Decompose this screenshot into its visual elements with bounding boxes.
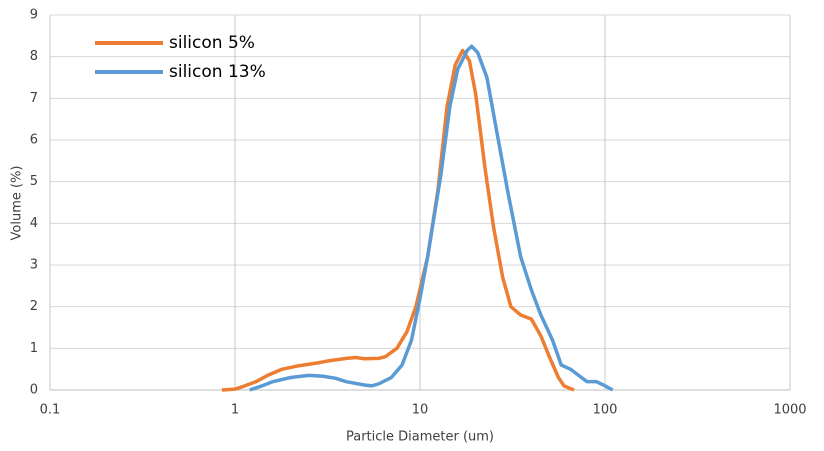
legend-text: silicon 5% xyxy=(169,33,255,53)
y-tick-label: 9 xyxy=(30,8,38,23)
x-tick-label: 0.1 xyxy=(40,403,61,418)
x-tick-label: 100 xyxy=(593,403,618,418)
y-tick-label: 6 xyxy=(30,133,38,148)
y-tick-label: 3 xyxy=(30,258,38,273)
y-axis-label: Volume (%) xyxy=(10,166,25,241)
legend-text: silicon 13% xyxy=(169,62,266,82)
y-tick-label: 0 xyxy=(30,383,38,398)
x-axis-label: Particle Diameter (um) xyxy=(346,430,494,445)
x-tick-label: 1000 xyxy=(773,403,806,418)
y-tick-label: 5 xyxy=(30,174,38,189)
y-tick-label: 2 xyxy=(30,299,38,314)
y-tick-label: 7 xyxy=(30,91,38,106)
line-series xyxy=(249,44,614,392)
y-tick-label: 1 xyxy=(30,341,38,356)
y-tick-label: 4 xyxy=(30,216,38,231)
x-tick-label: 1 xyxy=(231,403,239,418)
x-tick-label: 10 xyxy=(412,403,429,418)
line-series xyxy=(221,48,575,392)
y-tick-label: 8 xyxy=(30,49,38,64)
